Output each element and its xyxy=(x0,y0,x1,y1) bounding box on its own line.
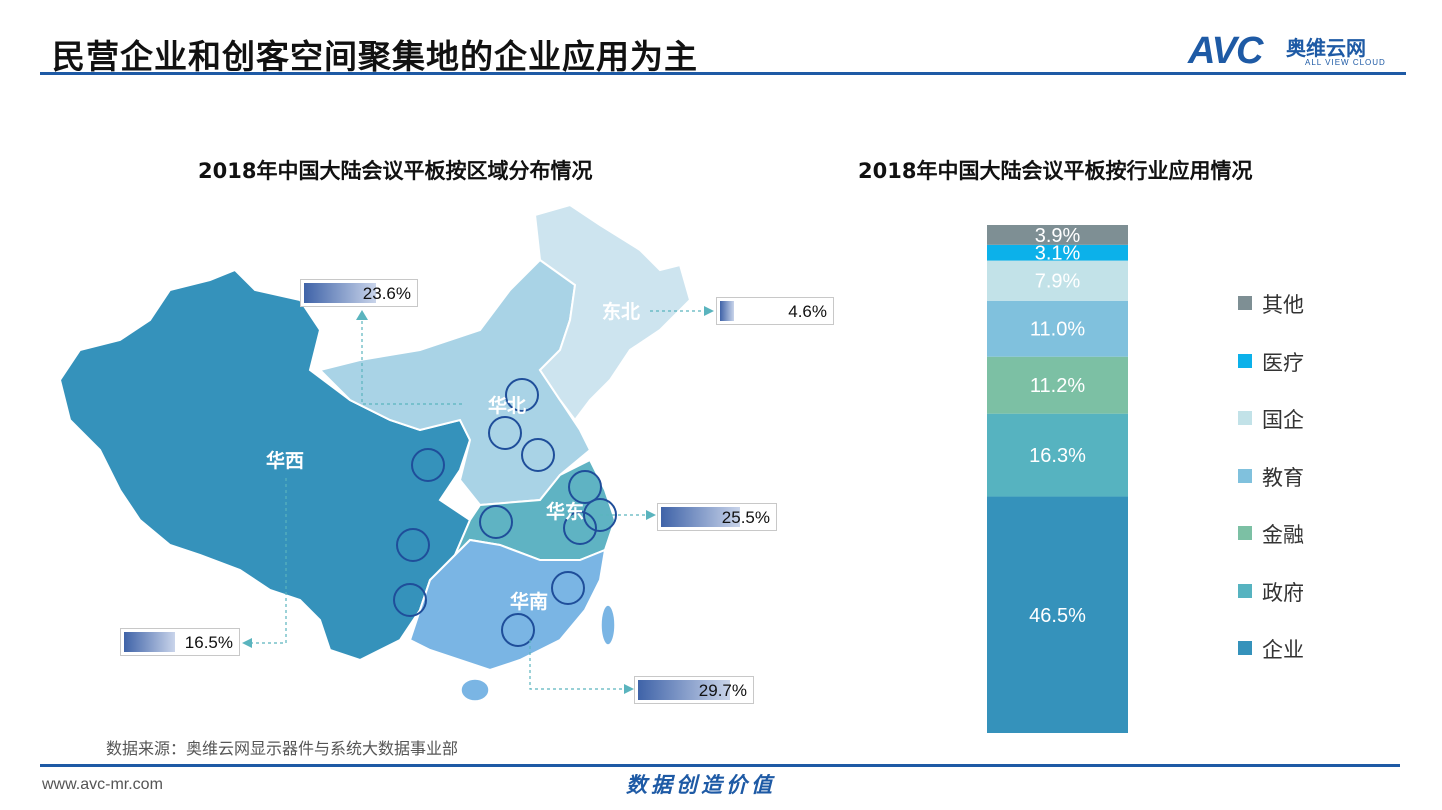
legend-swatch xyxy=(1238,411,1252,425)
city-marker xyxy=(583,498,617,532)
city-marker xyxy=(521,438,555,472)
bar-segment-4 xyxy=(987,260,1128,301)
legend-label: 其他 xyxy=(1262,293,1304,317)
bar-segment-1 xyxy=(987,413,1128,497)
legend-swatch xyxy=(1238,641,1252,655)
legend-swatch xyxy=(1238,353,1252,368)
city-marker xyxy=(501,613,535,647)
legend-item: 教育 xyxy=(1238,461,1348,491)
value-box-huanan: 29.7% xyxy=(634,676,754,704)
arrowhead-huabei xyxy=(356,310,368,320)
region-label-dongbei: 东北 xyxy=(602,300,640,323)
bar-segment-label-1: 16.3% xyxy=(1029,445,1086,467)
arrowhead-dongbei xyxy=(704,306,714,316)
china-region-map: 华西 华北 东北 华东 华南 xyxy=(58,203,714,702)
avc-logo: AVC 奥维云网 ALL VIEW CLOUD xyxy=(1188,30,1404,74)
bar-segment-5 xyxy=(987,244,1128,261)
city-marker xyxy=(563,511,597,545)
leader-line-huabei xyxy=(361,318,462,405)
industry-stacked-bar: 46.5% 16.3% 11.2% 11.0% 7.9% 3.1%3.9% xyxy=(987,225,1128,733)
legend-item: 企业 xyxy=(1238,633,1348,663)
legend-item: 金融 xyxy=(1238,518,1348,548)
bar-segment-2 xyxy=(987,356,1128,414)
page-title: 民营企业和创客空间聚集地的企业应用为主 xyxy=(52,37,698,76)
city-marker xyxy=(488,416,522,450)
logo-name-en: ALL VIEW CLOUD xyxy=(1305,58,1386,67)
value-label-huanan: 29.7% xyxy=(698,681,747,700)
legend-swatch xyxy=(1238,296,1252,310)
value-label-dongbei: 4.6% xyxy=(788,302,827,321)
legend-label: 教育 xyxy=(1262,465,1304,490)
region-huabei-shape xyxy=(318,258,592,507)
bar-segment-label-0: 46.5% xyxy=(1029,605,1086,627)
leader-line-huanan xyxy=(529,640,630,690)
footer-url: www.avc-mr.com xyxy=(42,776,163,793)
bar-segment-label-4: 7.9% xyxy=(1035,271,1081,293)
bar-chart-title: 2018年中国大陆会议平板按行业应用情况 xyxy=(858,159,1253,183)
region-label-huaxi: 华西 xyxy=(266,449,304,472)
bar-segment-3 xyxy=(987,300,1128,357)
bar-segment-label-6: 3.9% xyxy=(1035,225,1081,247)
hainan-island xyxy=(460,678,490,702)
value-bar-huanan xyxy=(638,680,730,700)
logo-mark: AVC xyxy=(1188,30,1263,72)
legend-label: 企业 xyxy=(1262,638,1304,662)
value-label-huaxi: 16.5% xyxy=(184,633,233,652)
logo-name-cn: 奥维云网 xyxy=(1286,36,1366,60)
legend-label: 政府 xyxy=(1262,580,1304,605)
legend-swatch xyxy=(1238,526,1252,540)
city-marker xyxy=(396,528,430,562)
region-label-huadong: 华东 xyxy=(546,500,584,523)
value-bar-huabei xyxy=(304,283,376,303)
value-box-huabei: 23.6% xyxy=(300,279,418,307)
legend-swatch xyxy=(1238,583,1252,598)
legend-label: 医疗 xyxy=(1262,350,1304,375)
value-label-huabei: 23.6% xyxy=(362,284,411,303)
legend-swatch xyxy=(1238,468,1252,483)
arrowhead-huadong xyxy=(646,510,656,520)
arrowhead-huanan xyxy=(624,684,634,694)
taiwan-island xyxy=(600,604,616,646)
bar-segment-label-2: 11.2% xyxy=(1030,375,1085,397)
bar-segment-label-5: 3.1% xyxy=(1035,243,1081,265)
value-bar-huadong xyxy=(661,507,740,527)
region-dongbei-shape xyxy=(533,203,692,422)
value-bar-huaxi xyxy=(124,632,175,652)
region-label-huanan: 华南 xyxy=(510,590,548,613)
city-marker xyxy=(505,378,539,412)
legend-label: 国企 xyxy=(1262,408,1304,432)
footer-divider xyxy=(40,764,1400,767)
title-divider xyxy=(40,72,1406,75)
bar-segment-0 xyxy=(987,496,1128,733)
value-label-huadong: 25.5% xyxy=(721,508,770,527)
region-label-huabei: 华北 xyxy=(488,394,526,417)
bar-segment-label-3: 11.0% xyxy=(1030,319,1085,341)
city-marker xyxy=(479,505,513,539)
city-marker xyxy=(551,571,585,605)
city-marker xyxy=(568,470,602,504)
value-bar-dongbei xyxy=(720,301,734,321)
value-box-huaxi: 16.5% xyxy=(120,628,240,656)
legend-item: 国企 xyxy=(1238,403,1348,433)
bar-segment-6 xyxy=(987,225,1128,245)
arrowhead-huaxi xyxy=(242,638,252,648)
region-huanan-shape xyxy=(408,538,607,672)
city-marker xyxy=(411,448,445,482)
city-marker xyxy=(393,583,427,617)
leader-line-huaxi xyxy=(246,478,287,644)
legend-item: 医疗 xyxy=(1238,346,1348,376)
legend-item: 其他 xyxy=(1238,288,1348,318)
data-source-note: 数据来源：奥维云网显示器件与系统大数据事业部 xyxy=(106,739,459,758)
legend-item: 政府 xyxy=(1238,576,1348,606)
map-chart-title: 2018年中国大陆会议平板按区域分布情况 xyxy=(198,159,593,183)
legend-label: 金融 xyxy=(1262,523,1304,547)
value-box-dongbei: 4.6% xyxy=(716,297,834,325)
value-box-huadong: 25.5% xyxy=(657,503,777,531)
region-huaxi-shape xyxy=(58,268,472,662)
footer-slogan: 数据创造价值 xyxy=(626,773,776,797)
